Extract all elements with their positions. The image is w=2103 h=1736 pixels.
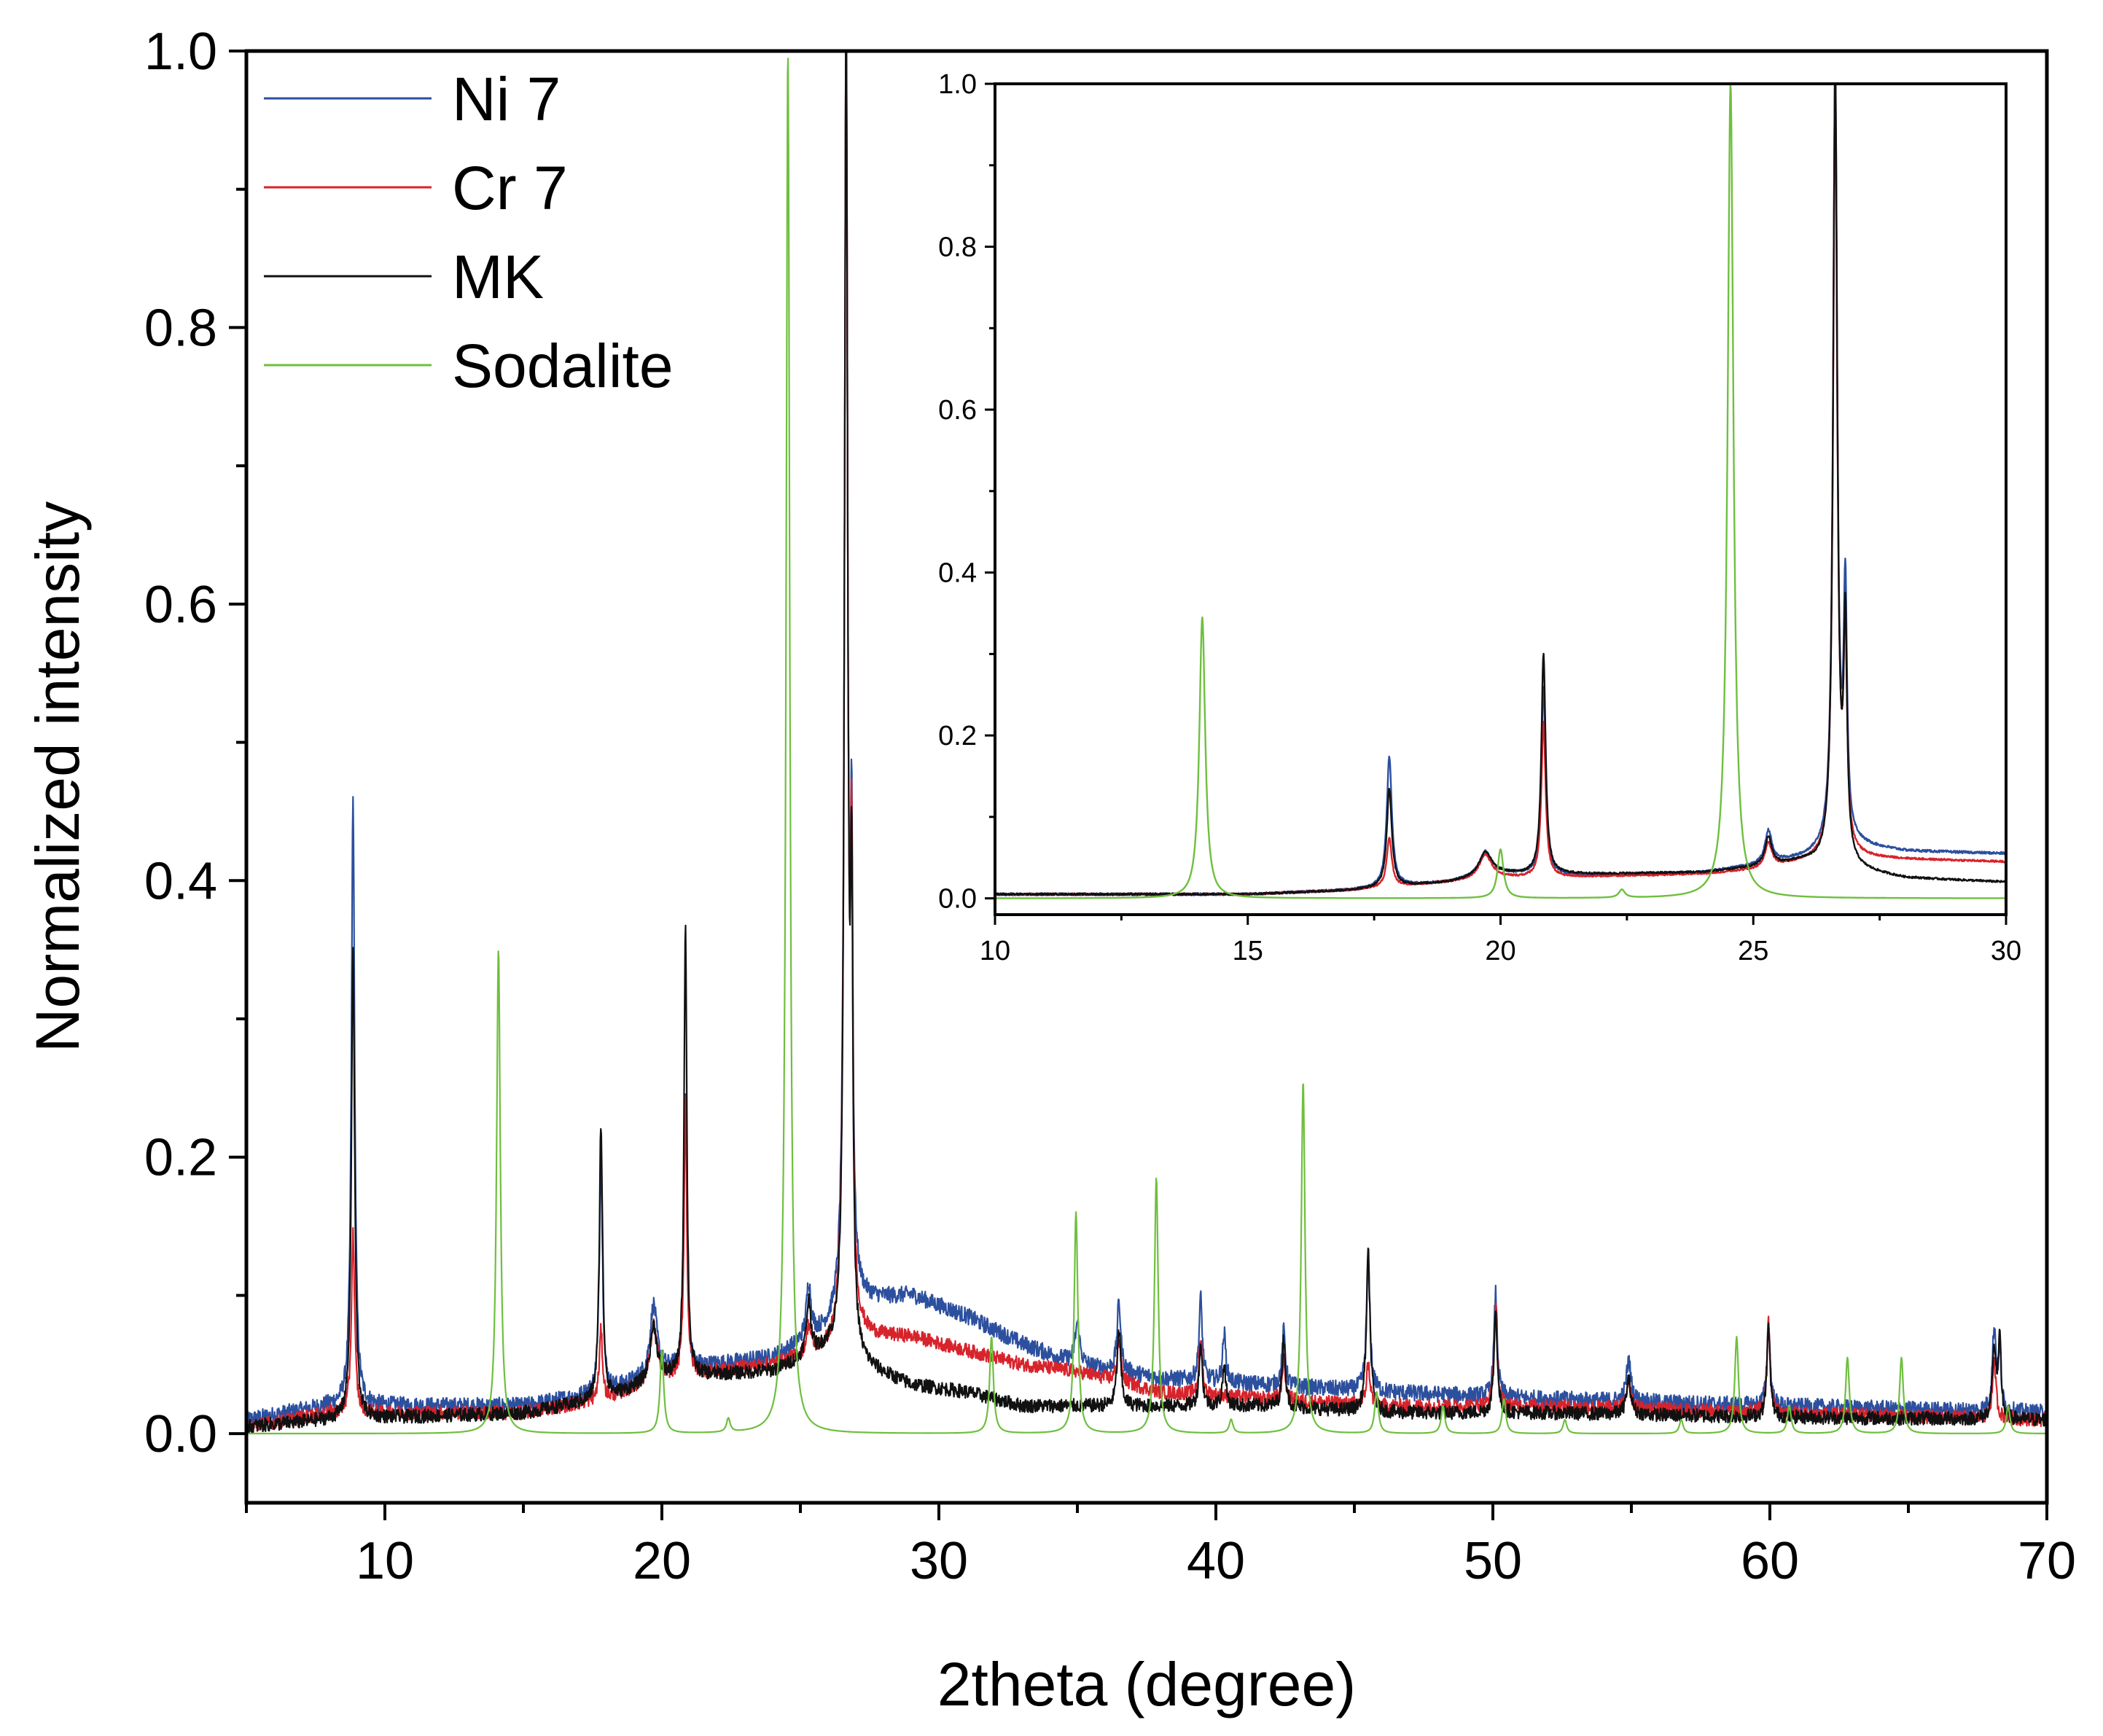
legend-item: Ni 7	[264, 65, 561, 133]
main-x-tick-label: 40	[1187, 1532, 1245, 1590]
legend-label: Sodalite	[452, 332, 674, 400]
main-x-tick-label: 10	[356, 1532, 414, 1590]
main-x-tick-label: 60	[1741, 1532, 1799, 1590]
inset-series-line-sodalite	[995, 84, 2006, 899]
inset-x-axis-ticks: 10 15 20 25 30	[980, 915, 2021, 966]
x-axis-title: 2theta (degree)	[937, 1650, 1356, 1719]
legend: Ni 7 Cr 7 MK Sodalite	[264, 65, 674, 400]
main-plot-frame	[244, 49, 2049, 1505]
main-x-tick-label: 30	[910, 1532, 968, 1590]
legend-label: MK	[452, 243, 544, 311]
legend-item: Cr 7	[264, 154, 568, 222]
main-series-group	[246, 51, 2047, 1435]
inset-x-tick-label: 25	[1738, 936, 1768, 966]
inset-x-tick-label: 15	[1233, 936, 1263, 966]
main-y-tick-label: 1.0	[144, 23, 217, 81]
main-y-axis-ticks: 0.0 0.2 0.4 0.6 0.8 1.0	[144, 23, 246, 1463]
main-x-tick-label: 20	[633, 1532, 691, 1590]
legend-label: Ni 7	[452, 65, 561, 133]
legend-item: Sodalite	[264, 332, 674, 400]
main-x-tick-label: 70	[2018, 1532, 2076, 1590]
main-y-tick-label: 0.0	[144, 1405, 217, 1463]
main-x-tick-label: 50	[1464, 1532, 1522, 1590]
main-y-tick-label: 0.8	[144, 299, 217, 357]
inset-x-tick-label: 30	[1991, 936, 2021, 966]
inset-y-tick-label: 0.0	[938, 884, 977, 915]
inset-y-tick-label: 1.0	[938, 69, 977, 100]
main-series-line-sodalite	[246, 58, 2047, 1435]
main-series-line-mk	[246, 51, 2047, 1434]
inset-y-tick-label: 0.6	[938, 395, 977, 426]
main-x-axis-ticks: 10 20 30 40 50 60 70	[245, 1503, 2076, 1590]
inset-series-line-mk	[995, 84, 2006, 896]
inset-series-group	[995, 84, 2006, 899]
inset-y-tick-label: 0.2	[938, 721, 977, 751]
inset-y-tick-label: 0.4	[938, 558, 977, 589]
inset-plot-area	[995, 84, 2006, 915]
main-y-tick-label: 0.6	[144, 576, 217, 634]
inset-x-tick-label: 20	[1485, 936, 1515, 966]
y-axis-title: Normalized intensity	[23, 501, 92, 1052]
main-y-tick-label: 0.4	[144, 852, 217, 910]
main-panel: 10 20 30 40 50 60 70 0.0 0.2 0.4 0.6 0.8 1.0 2theta (…	[23, 23, 2076, 1719]
inset-x-tick-label: 10	[980, 936, 1010, 966]
inset-y-axis-ticks: 0.0 0.2 0.4 0.6 0.8 1.0	[938, 69, 995, 915]
inset-panel: 10 15 20 25 30 0.0 0.2 0.4 0.6 0.8 1.0	[938, 69, 2021, 966]
main-y-tick-label: 0.2	[144, 1129, 217, 1187]
inset-y-tick-label: 0.8	[938, 232, 977, 263]
legend-label: Cr 7	[452, 154, 568, 222]
legend-item: MK	[264, 243, 544, 311]
